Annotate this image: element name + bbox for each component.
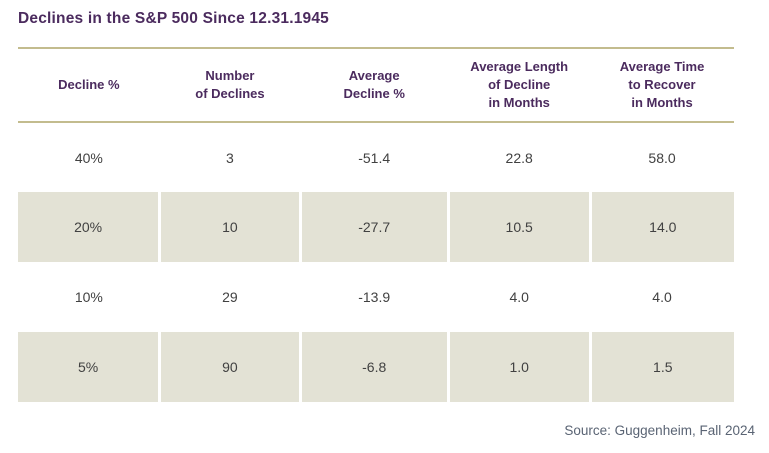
table-row: 5% 90 -6.8 1.0 1.5 [18,332,734,402]
table-cell: 1.5 [590,332,734,402]
table-cell: 10% [18,262,160,332]
page-title: Declines in the S&P 500 Since 12.31.1945 [18,10,329,27]
table-cell: 4.0 [590,262,734,332]
divider-top [18,47,734,49]
table-cell: 90 [159,332,302,402]
column-header-decline-pct: Decline % [18,49,160,123]
table-cell: 1.0 [448,332,592,402]
table-cell: 20% [18,192,162,262]
table-cell: 29 [159,262,301,332]
table-row: 20% 10 -27.7 10.5 14.0 [18,192,734,262]
table-cell: 40% [18,122,160,192]
column-header-average-length-of-decline: Average Length of Decline in Months [448,49,591,123]
table-cell: -6.8 [300,332,450,402]
column-header-average-decline-pct: Average Decline % [300,49,449,123]
table-cell: 22.8 [448,122,591,192]
table-header-row: Decline % Number of Declines Average Dec… [18,49,734,123]
table-cell: 58.0 [590,122,734,192]
table-cell: -27.7 [300,192,450,262]
declines-table: Decline % Number of Declines Average Dec… [18,49,734,402]
table-cell: 4.0 [448,262,591,332]
table-row: 40% 3 -51.4 22.8 58.0 [18,122,734,192]
source-attribution: Source: Guggenheim, Fall 2024 [564,423,755,438]
table-cell: 3 [159,122,301,192]
table-cell: -51.4 [300,122,449,192]
column-header-number-of-declines: Number of Declines [159,49,301,123]
table-cell: 10.5 [448,192,592,262]
table-cell: 10 [159,192,302,262]
table-cell: 5% [18,332,162,402]
table-cell: -13.9 [300,262,449,332]
column-header-average-time-to-recover: Average Time to Recover in Months [590,49,734,123]
declines-table-wrapper: Decline % Number of Declines Average Dec… [18,47,734,402]
table-row: 10% 29 -13.9 4.0 4.0 [18,262,734,332]
table-cell: 14.0 [590,192,734,262]
